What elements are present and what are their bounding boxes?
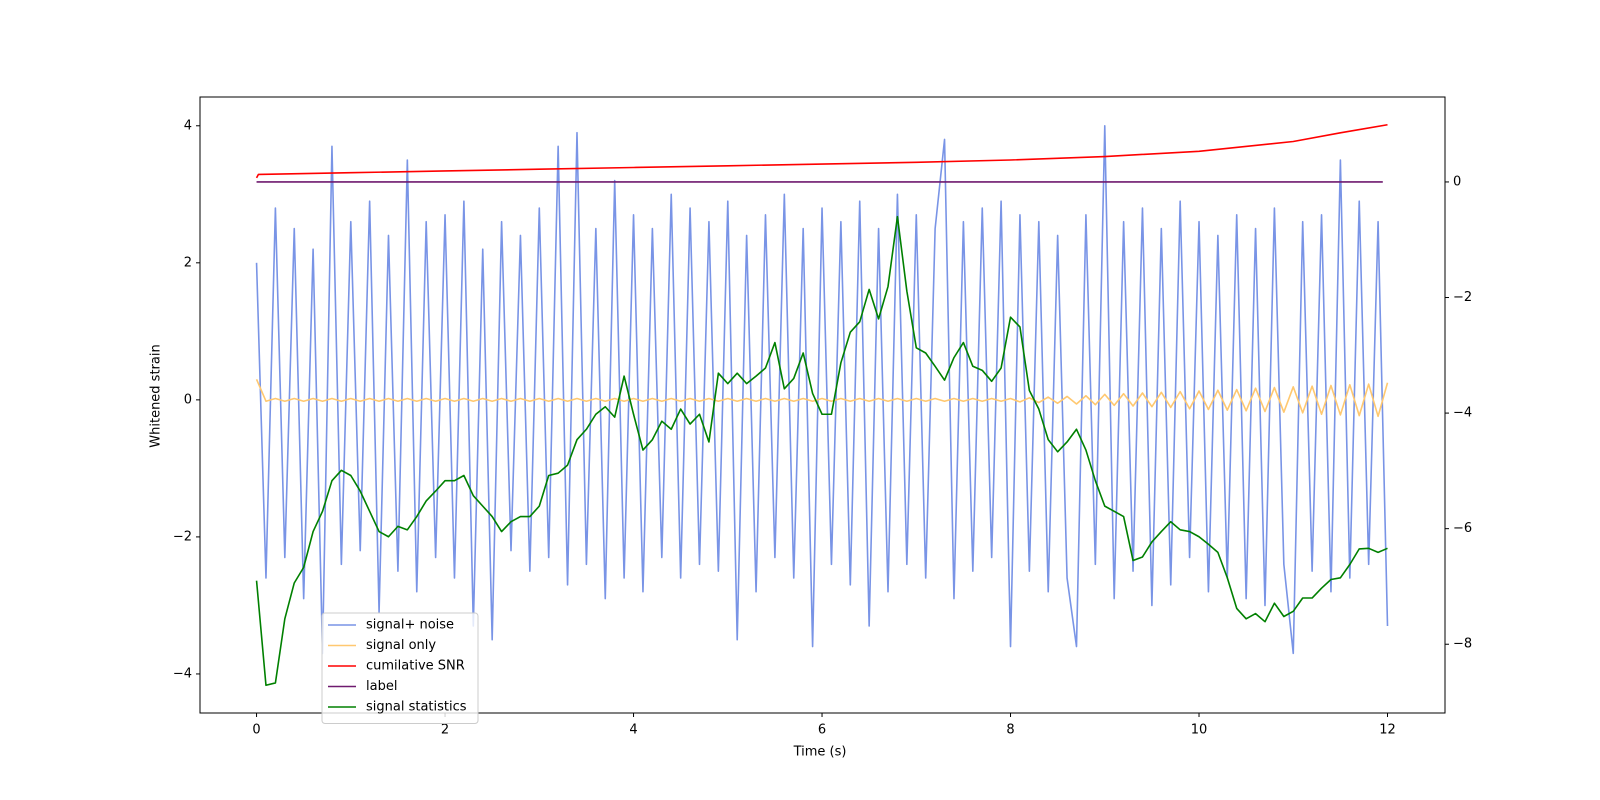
- series-line: [255, 124, 1389, 655]
- y-axis-label: Whitened strain: [149, 344, 164, 447]
- y-tick-label: −2: [173, 529, 192, 544]
- legend-label: signal statistics: [366, 700, 467, 715]
- y-tick-label: 0: [184, 392, 192, 407]
- plot-area: [255, 123, 1389, 687]
- x-tick-label: 4: [629, 723, 637, 738]
- y-tick-label: 4: [184, 118, 192, 133]
- y2-tick-label: −6: [1453, 521, 1472, 536]
- x-tick-label: 10: [1191, 723, 1208, 738]
- series-line: [255, 123, 1388, 179]
- y-tick-label: 2: [184, 255, 192, 270]
- legend-box: [321, 612, 479, 724]
- x-tick-label: 2: [441, 723, 449, 738]
- x-axis-label: Time (s): [793, 745, 847, 760]
- y2-tick-label: −4: [1453, 406, 1472, 421]
- series-line: [255, 215, 1388, 687]
- series-line: [255, 378, 1389, 418]
- legend-label: cumilative SNR: [366, 659, 465, 674]
- x-tick-label: 0: [252, 723, 260, 738]
- y2-tick-label: −8: [1453, 637, 1472, 652]
- plot-frame: [199, 96, 1446, 714]
- legend-label: signal only: [366, 638, 436, 653]
- y-tick-label: −4: [173, 666, 192, 681]
- x-tick-label: 8: [1006, 723, 1014, 738]
- y2-tick-label: 0: [1453, 174, 1461, 189]
- y2-tick-label: −2: [1453, 290, 1472, 305]
- legend-label: label: [366, 679, 397, 694]
- legend-label: signal+ noise: [366, 618, 454, 633]
- x-tick-label: 12: [1379, 723, 1396, 738]
- x-tick-label: 6: [818, 723, 826, 738]
